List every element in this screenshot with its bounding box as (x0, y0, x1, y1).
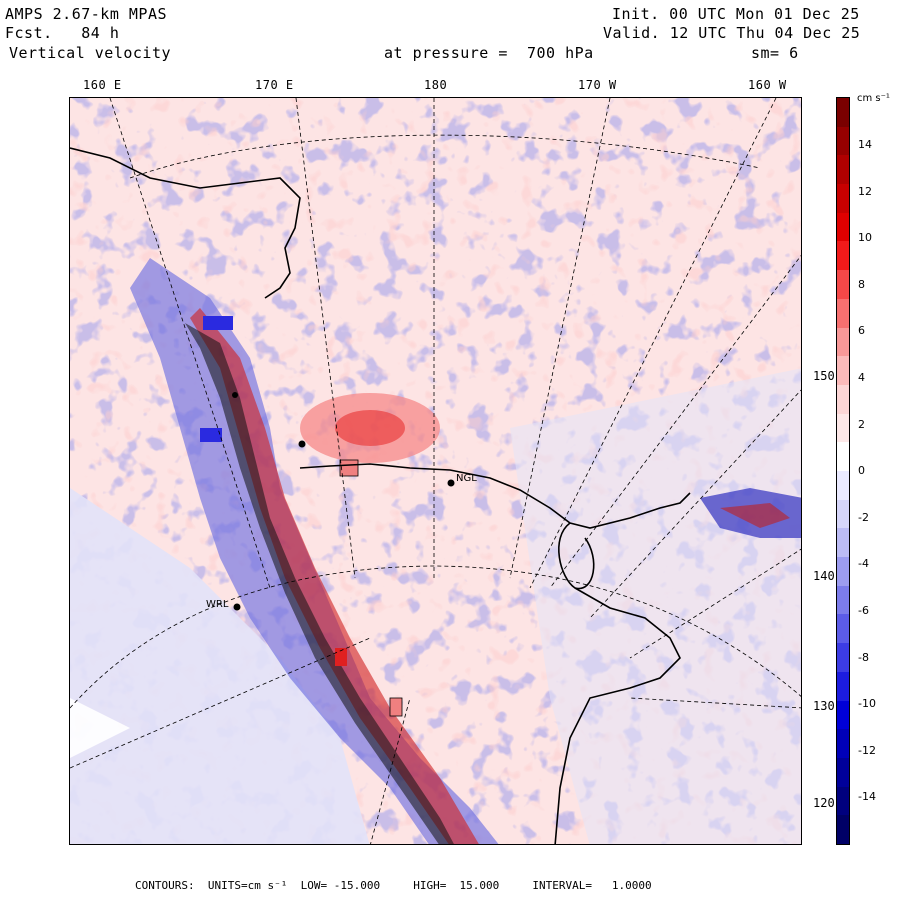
colorbar-segment (837, 528, 849, 558)
colorbar-segment (837, 413, 849, 443)
lon-label-170w: 170 W (578, 78, 617, 92)
colorbar-segment (837, 155, 849, 185)
colorbar-segment (837, 184, 849, 214)
colorbar-tick-label: 2 (858, 417, 865, 431)
colorbar-segment (837, 356, 849, 386)
station-label-wrl: WRL (206, 599, 229, 610)
contours-label: CONTOURS: (135, 879, 195, 892)
colorbar (836, 97, 850, 845)
colorbar-tick-label: 10 (858, 231, 872, 245)
colorbar-tick-label: -14 (858, 790, 876, 804)
colorbar-segment (837, 270, 849, 300)
lon-label-160w: 160 W (748, 78, 787, 92)
colorbar-segment (837, 98, 849, 128)
colorbar-segment (837, 499, 849, 529)
colorbar-segment (837, 241, 849, 271)
colorbar-segment (837, 643, 849, 673)
valid-time: Valid. 12 UTC Thu 04 Dec 25 (603, 24, 861, 42)
station-markers (232, 392, 455, 611)
colorbar-tick-label: -8 (858, 650, 869, 664)
colorbar-segment (837, 442, 849, 472)
colorbar-segment (837, 471, 849, 501)
negative-region-southwest (70, 488, 370, 844)
colorbar-segment (837, 815, 849, 845)
colorbar-tick-label: 6 (858, 324, 865, 338)
colorbar-tick-label: -12 (858, 743, 876, 757)
colorbar-tick-label: 12 (858, 184, 872, 198)
colorbar-segment (837, 671, 849, 702)
colorbar-segment (837, 786, 849, 816)
colorbar-tick-label: 8 (858, 277, 865, 291)
label-box-4-c (335, 648, 347, 666)
lon-label-180: 180 (424, 78, 448, 92)
colorbar-segment (837, 126, 849, 156)
init-time: Init. 00 UTC Mon 01 Dec 25 (612, 5, 860, 23)
colorbar-segment (837, 298, 849, 329)
colorbar-segment (837, 557, 849, 587)
colorbar-tick-label: -4 (858, 557, 869, 571)
colorbar-segment (837, 757, 849, 788)
lon-label-170e: 170 E (255, 78, 294, 92)
colorbar-tick-label: 4 (858, 371, 865, 384)
pressure-level: at pressure = 700 hPa (384, 44, 594, 62)
dense-contour-band (185, 323, 454, 844)
graticule (70, 98, 801, 844)
colorbar-tick-label: 14 (858, 138, 872, 151)
contour-info: CONTOURS: UNITS=cm s⁻¹ LOW= -15.000 HIGH… (135, 879, 652, 892)
positive-band-mountains (190, 308, 479, 844)
colorbar-segment (837, 585, 849, 615)
negative-region-east (510, 368, 801, 844)
station-dot-ngl (447, 479, 455, 487)
colorbar-segment (837, 614, 849, 644)
label-box-neg4-a (200, 428, 222, 442)
colorbar-tick-label: -6 (858, 604, 869, 617)
colorbar-segment (837, 384, 849, 415)
label-box-neg4-b (203, 316, 233, 330)
high-value: HIGH= 15.000 (413, 879, 500, 892)
colorbar-segment (837, 729, 849, 759)
label-box-4-a (339, 459, 359, 477)
colorbar-tick-label: -10 (858, 697, 876, 711)
colorbar-segment (837, 327, 849, 357)
units-label: UNITS=cm s⁻¹ (207, 879, 288, 892)
smoothing-value: sm= 6 (751, 44, 799, 62)
coastline (70, 147, 691, 844)
colorbar-tick-label: -2 (858, 510, 869, 524)
colorbar-tick-label: 0 (858, 464, 865, 478)
colorbar-segment (837, 212, 849, 242)
lon-label-160e: 160 E (83, 78, 122, 92)
low-value: LOW= -15.000 (300, 879, 381, 892)
label-box-4-b (389, 697, 403, 717)
colorbar-segment (837, 700, 849, 730)
vertical-velocity-map (69, 97, 802, 845)
interval-value: INTERVAL= 1.0000 (532, 879, 652, 892)
field-name: Vertical velocity (9, 44, 172, 62)
station-dot-mid (298, 440, 306, 448)
station-label-ngl: NGL (456, 473, 477, 484)
forecast-hour: Fcst. 84 h (5, 24, 120, 42)
model-title: AMPS 2.67-km MPAS (5, 5, 168, 23)
station-dot-wrl (233, 603, 241, 611)
white-patch-southwest (70, 698, 130, 758)
colorbar-unit: cm s⁻¹ (857, 93, 890, 104)
station-dot-north (232, 392, 238, 398)
